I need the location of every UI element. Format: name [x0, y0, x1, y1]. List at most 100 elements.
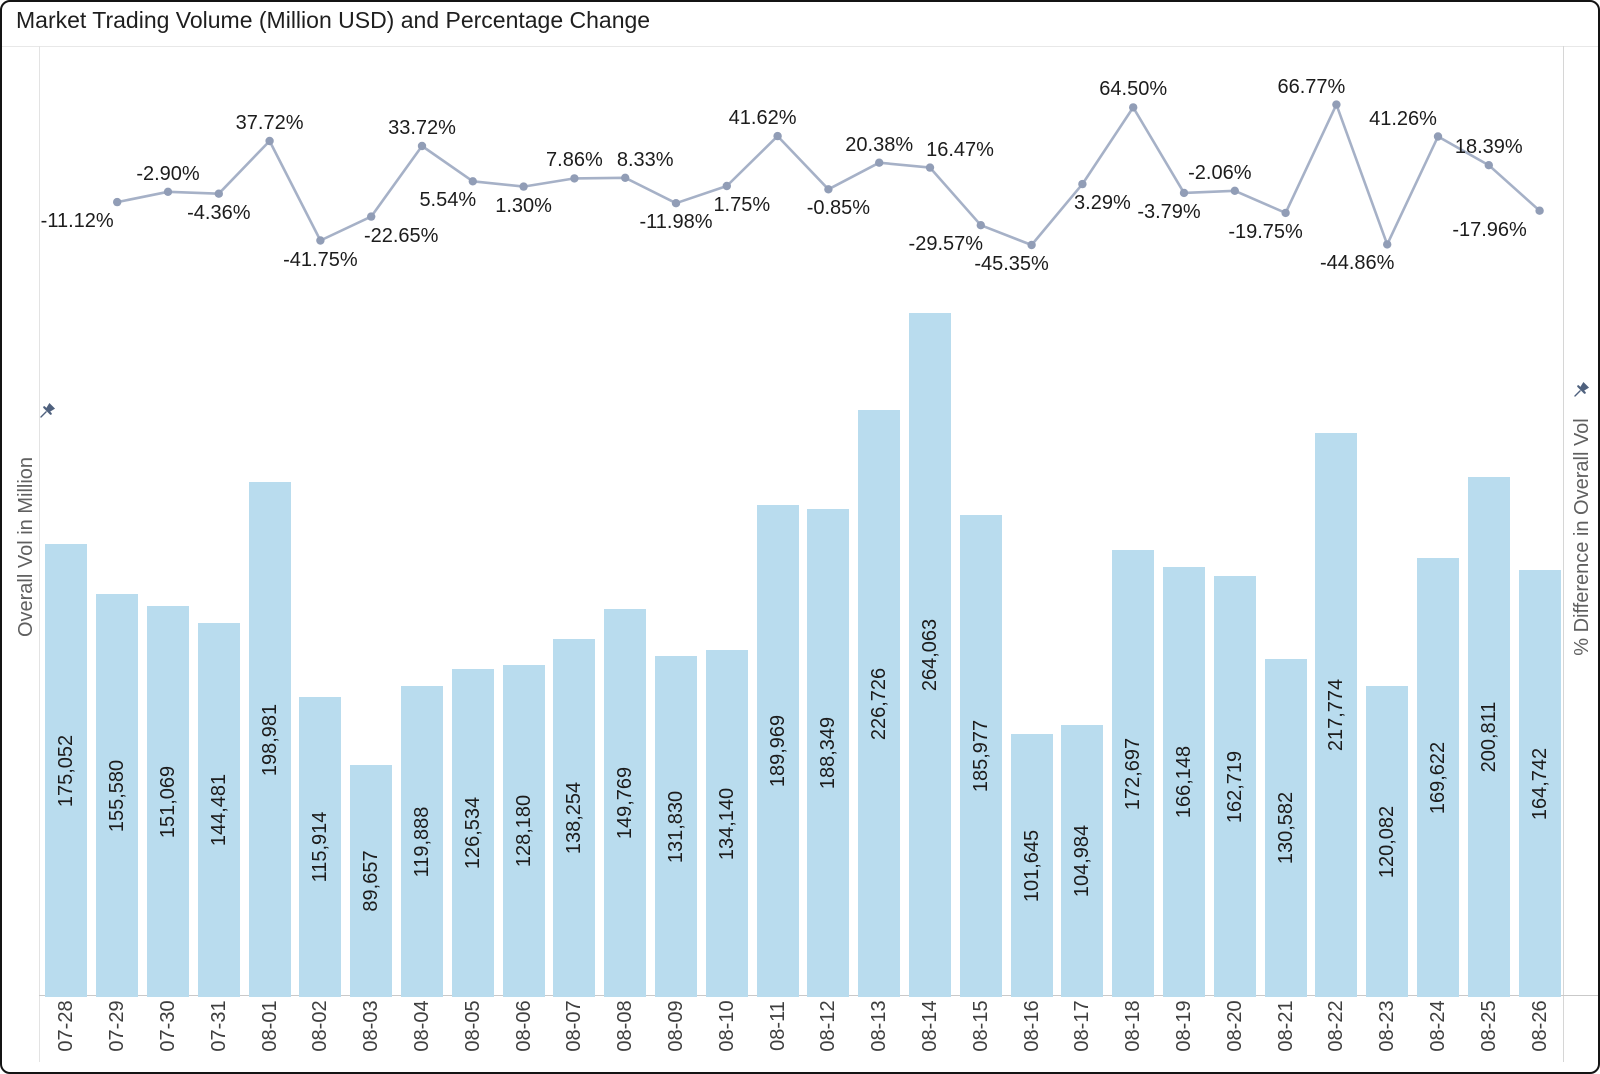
line-point[interactable]	[1129, 103, 1138, 112]
pct-change-label: 7.86%	[546, 149, 603, 172]
volume-bar[interactable]	[502, 665, 545, 997]
volume-bar[interactable]	[858, 410, 901, 997]
x-axis-tick-label[interactable]: 07-29	[106, 1000, 129, 1052]
line-point[interactable]	[265, 136, 274, 146]
line-point[interactable]	[468, 177, 477, 186]
volume-bar[interactable]	[1417, 558, 1459, 997]
line-point[interactable]	[1230, 186, 1240, 195]
line-point[interactable]	[1332, 100, 1341, 109]
x-axis-tick-label[interactable]: 08-07	[563, 1000, 586, 1052]
volume-bar[interactable]	[1112, 550, 1155, 997]
x-axis-tick-label[interactable]: 08-16	[1020, 1000, 1043, 1052]
line-point[interactable]	[1281, 208, 1290, 218]
volume-bar[interactable]	[705, 650, 748, 997]
x-axis-tick-label[interactable]: 08-11	[766, 1001, 789, 1051]
pct-change-label: -19.75%	[1228, 220, 1303, 243]
x-axis-tick-label[interactable]: 08-10	[715, 1000, 738, 1052]
volume-bar[interactable]	[1010, 734, 1053, 997]
line-point[interactable]	[1535, 206, 1544, 215]
volume-bar[interactable]	[197, 623, 240, 997]
line-point[interactable]	[519, 182, 528, 191]
volume-bar[interactable]	[909, 313, 951, 997]
pct-change-label: -17.96%	[1452, 218, 1527, 241]
volume-bar[interactable]	[451, 669, 494, 997]
x-axis-tick-label[interactable]: 08-08	[614, 1000, 637, 1052]
x-axis-tick-label[interactable]: 08-24	[1427, 1000, 1449, 1052]
volume-bar[interactable]	[553, 639, 596, 997]
volume-bar[interactable]	[1467, 477, 1510, 997]
pct-change-label: -2.06%	[1188, 161, 1252, 184]
x-axis-tick-label[interactable]: 08-02	[309, 1000, 332, 1052]
x-axis-tick-label[interactable]: 07-28	[55, 1000, 78, 1052]
line-point[interactable]	[621, 173, 630, 182]
x-axis-tick-label[interactable]: 08-01	[258, 1000, 281, 1052]
volume-bar[interactable]	[1264, 659, 1307, 997]
line-point[interactable]	[1383, 240, 1392, 249]
volume-bar[interactable]	[1366, 686, 1409, 997]
line-point[interactable]	[976, 221, 985, 230]
line-point[interactable]	[316, 236, 325, 245]
line-point[interactable]	[1027, 240, 1036, 250]
volume-bar[interactable]	[756, 505, 799, 997]
volume-bar[interactable]	[350, 765, 393, 997]
line-point[interactable]	[367, 212, 376, 221]
x-axis-tick-label[interactable]: 08-20	[1223, 1000, 1246, 1052]
volume-bar[interactable]	[1163, 567, 1205, 997]
line-point[interactable]	[875, 158, 884, 167]
x-axis-tick-label[interactable]: 08-17	[1071, 1000, 1094, 1052]
line-point[interactable]	[214, 189, 223, 198]
x-axis-tick-label[interactable]: 08-22	[1325, 1000, 1348, 1052]
pct-change-label: -29.57%	[908, 233, 984, 256]
line-point[interactable]	[163, 187, 173, 196]
x-axis-tick-label[interactable]: 08-12	[817, 1000, 840, 1052]
volume-bar[interactable]	[1061, 725, 1104, 997]
pushpin-icon[interactable]	[32, 398, 60, 426]
volume-bar[interactable]	[1315, 433, 1358, 997]
line-point[interactable]	[773, 131, 782, 141]
x-axis-tick-label[interactable]: 08-18	[1122, 1000, 1145, 1052]
volume-bar[interactable]	[45, 544, 88, 997]
x-axis-tick-label[interactable]: 08-05	[461, 1000, 484, 1052]
line-point[interactable]	[925, 163, 935, 172]
volume-bar[interactable]	[655, 656, 697, 997]
line-point[interactable]	[1484, 161, 1494, 170]
volume-bar[interactable]	[959, 515, 1002, 997]
x-axis-tick-label[interactable]: 08-14	[919, 1000, 941, 1052]
x-axis-tick-label[interactable]: 08-03	[360, 1000, 383, 1052]
x-axis-tick-label[interactable]: 08-21	[1274, 1000, 1297, 1052]
x-axis-tick-label[interactable]: 07-30	[157, 1000, 179, 1052]
pushpin-icon[interactable]	[1566, 377, 1594, 405]
line-point[interactable]	[570, 174, 579, 183]
volume-bar[interactable]	[248, 482, 291, 997]
line-point[interactable]	[671, 199, 681, 208]
x-axis-tick-label[interactable]: 08-13	[868, 1000, 891, 1052]
line-point[interactable]	[722, 181, 731, 191]
pct-change-label: 1.30%	[495, 194, 552, 217]
line-point[interactable]	[113, 197, 122, 207]
x-axis-tick-label[interactable]: 08-23	[1376, 1000, 1399, 1052]
x-axis-tick-label[interactable]: 07-31	[207, 1000, 230, 1052]
x-axis-tick-label[interactable]: 08-15	[969, 1000, 992, 1052]
volume-bar[interactable]	[147, 606, 189, 997]
line-point[interactable]	[1078, 179, 1087, 189]
line-point[interactable]	[1433, 132, 1443, 141]
line-point[interactable]	[1179, 188, 1189, 198]
line-point[interactable]	[824, 185, 833, 194]
x-axis-tick-label[interactable]: 08-19	[1173, 1000, 1195, 1052]
volume-bar[interactable]	[401, 686, 443, 997]
x-axis-tick-label[interactable]: 08-04	[411, 1000, 433, 1052]
volume-bar[interactable]	[299, 697, 342, 997]
x-axis-tick-label[interactable]: 08-25	[1477, 1000, 1500, 1052]
line-point[interactable]	[417, 141, 427, 151]
volume-bar[interactable]	[96, 594, 139, 997]
volume-bar[interactable]	[807, 509, 850, 997]
x-axis-tick-label[interactable]: 08-09	[665, 1000, 687, 1052]
x-axis-tick-label[interactable]: 08-26	[1528, 1000, 1551, 1052]
x-axis-tick-label[interactable]: 08-06	[512, 1000, 535, 1052]
volume-bar[interactable]	[1213, 576, 1256, 997]
pct-change-label: -22.65%	[363, 224, 439, 247]
plot-border-right	[1563, 46, 1564, 1062]
volume-bar[interactable]	[604, 609, 647, 997]
volume-bar[interactable]	[1518, 570, 1561, 997]
